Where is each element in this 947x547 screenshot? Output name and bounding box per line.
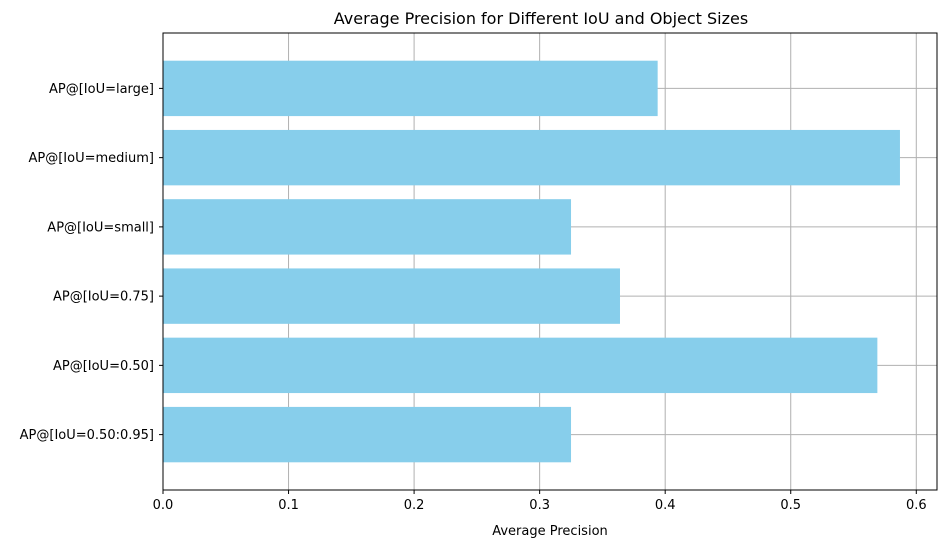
x-tick-label: 0.1 — [278, 498, 299, 513]
plot-frame — [162, 32, 938, 491]
y-axis: AP@[IoU=0.50:0.95] AP@[IoU=0.50] AP@[IoU=0… — [20, 82, 163, 443]
x-tick-label: 0.2 — [404, 498, 425, 513]
bar — [163, 60, 658, 117]
x-tick-label: 0.0 — [153, 498, 174, 513]
x-axis: 0.0 0.1 0.2 0.3 0.4 0.5 0.6 — [153, 490, 927, 513]
y-tick-label: AP@[IoU=small] — [47, 220, 154, 235]
bar — [163, 268, 620, 324]
bar — [163, 199, 572, 255]
y-tick-label: AP@[IoU=large] — [49, 82, 154, 97]
y-tick-label: AP@[IoU=0.50] — [53, 359, 154, 374]
x-tick-label: 0.5 — [780, 498, 801, 513]
chart-title: Average Precision for Different IoU and … — [334, 9, 748, 28]
y-tick-label: AP@[IoU=medium] — [29, 151, 155, 166]
x-axis-label: Average Precision — [492, 524, 608, 539]
y-tick-label: AP@[IoU=0.75] — [53, 290, 154, 305]
bar — [163, 406, 572, 463]
x-tick-label: 0.6 — [906, 498, 927, 513]
x-tick-label: 0.3 — [529, 498, 550, 513]
bar — [163, 129, 900, 186]
bars — [163, 60, 900, 463]
y-tick-label: AP@[IoU=0.50:0.95] — [20, 428, 154, 443]
bar — [163, 337, 878, 394]
x-tick-label: 0.4 — [655, 498, 676, 513]
